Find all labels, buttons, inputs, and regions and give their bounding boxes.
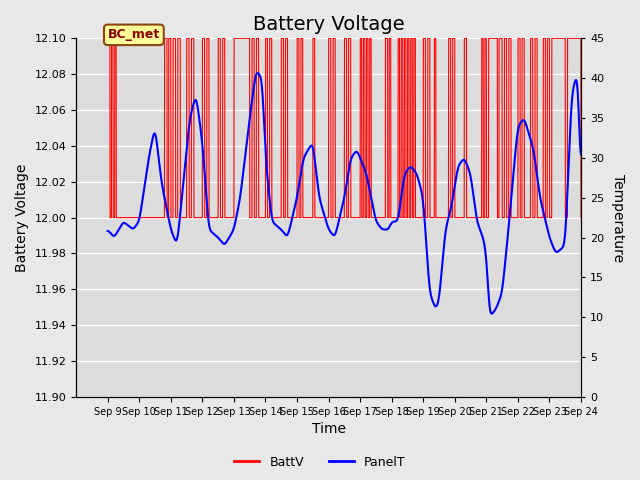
Y-axis label: Battery Voltage: Battery Voltage xyxy=(15,164,29,272)
Text: BC_met: BC_met xyxy=(108,28,160,41)
X-axis label: Time: Time xyxy=(312,422,346,436)
Legend: BattV, PanelT: BattV, PanelT xyxy=(229,451,411,474)
Title: Battery Voltage: Battery Voltage xyxy=(253,15,404,34)
Y-axis label: Temperature: Temperature xyxy=(611,174,625,262)
